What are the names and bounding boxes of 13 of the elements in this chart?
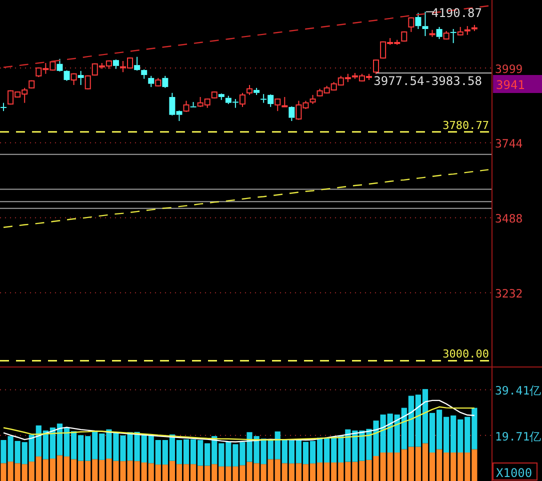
annotation: X1000	[492, 462, 538, 480]
y-tick-label: 3744	[495, 136, 523, 151]
y-tick-label: 3999	[495, 62, 523, 76]
annotation: 4190.87	[426, 6, 482, 20]
y-tick-label: 3232	[495, 286, 523, 301]
annotation: 3941	[493, 75, 542, 93]
y-tick-label: 39.41亿	[495, 384, 542, 398]
annotation: 3977.54-3983.58	[374, 74, 482, 88]
y-tick-label: 3488	[495, 212, 523, 226]
ref-line-label: 3780.77	[442, 118, 489, 132]
annotation: 3977.54-3983.58	[374, 72, 492, 88]
y-tick-label: 19.71亿	[495, 429, 542, 444]
ref-line-label: 3000.00	[442, 348, 489, 361]
